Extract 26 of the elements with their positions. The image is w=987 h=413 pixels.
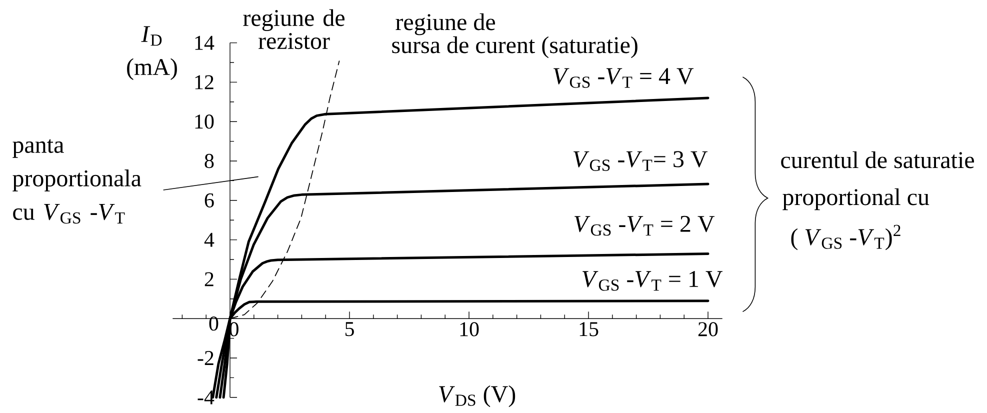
y-tick-label: 2 xyxy=(204,272,214,286)
x-axis-title: V$_{DS}$ (V) xyxy=(439,385,516,408)
x-tick-label: 15 xyxy=(580,322,598,336)
text: panta proportionala cu V$_{GS}$ -V$_{T}$ xyxy=(12,139,142,224)
series-label: V$_{GS}$ -V$_{T}$ = 4 V xyxy=(554,68,694,88)
annotation: regiune de rezistor xyxy=(243,9,344,50)
x-tick-label: 10 xyxy=(460,322,479,336)
text: regiune de xyxy=(396,13,495,36)
y-tick-label: 12 xyxy=(195,75,214,90)
text: curentul de saturatie xyxy=(781,151,974,168)
series-label: V$_{GS}$ -V$_{T}$ = 2 V xyxy=(574,216,715,236)
y-tick-label: 8 xyxy=(204,154,214,168)
y-tick-label: 10 xyxy=(195,114,214,129)
series-label: V$_{GS}$ -V$_{T}$ = 1 V xyxy=(582,271,723,291)
x-tick-label: 5 xyxy=(345,322,354,336)
y-tick-label: -2 xyxy=(198,351,214,365)
text: proportional cu xyxy=(782,188,930,210)
y-tick-label: 14 xyxy=(195,36,214,50)
y-tick-label: -4 xyxy=(198,390,214,404)
series-label: V$_{GS}$ -V$_{T}$= 3 V xyxy=(574,151,708,171)
x-tick-label: 20 xyxy=(698,322,718,336)
y-axis-title: I$_{D}$ (mA) xyxy=(127,26,177,80)
y-tick-label: 6 xyxy=(204,193,214,208)
text: ( V$_{GS}$ -V$_{T}$)$^{2}$ xyxy=(791,224,900,250)
y-tick-label: 4 xyxy=(204,232,214,247)
annotation: sursa de curent (saturatie) xyxy=(392,36,638,58)
